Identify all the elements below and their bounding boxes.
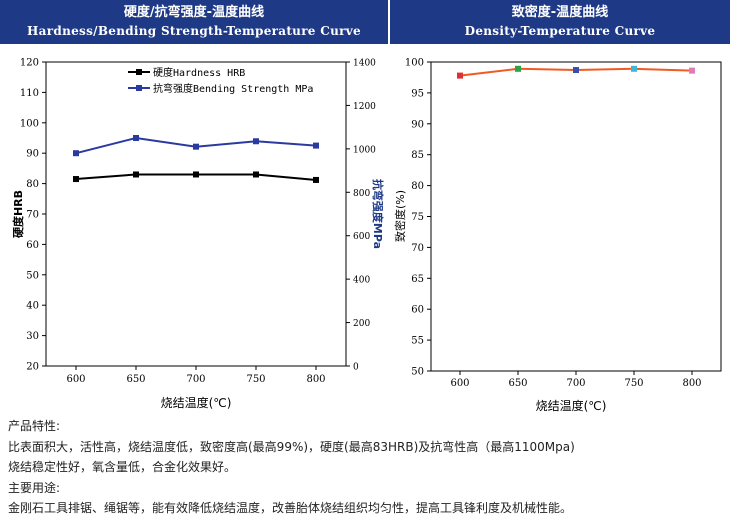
left-y2-axis: 0 200 400 600 800 1000 1200 1400 — [346, 59, 376, 373]
left-y2-tick-label: 1000 — [353, 145, 376, 155]
bending-point — [253, 138, 259, 145]
left-y2-tick-label: 200 — [353, 319, 370, 329]
left-y-tick-label: 20 — [26, 362, 39, 373]
bending-point — [313, 142, 319, 149]
left-x-tick-label: 700 — [186, 374, 205, 385]
left-y-tick-label: 100 — [20, 118, 39, 129]
bending-point — [73, 150, 79, 157]
right-y-tick-label: 95 — [411, 88, 424, 99]
left-x-tick-label: 800 — [306, 374, 325, 385]
left-x-axis: 600 650 700 750 800 — [66, 366, 326, 385]
left-y2-tick-label: 1400 — [353, 59, 376, 69]
density-point — [515, 65, 521, 72]
left-y-tick-label: 120 — [20, 58, 39, 69]
left-y-tick-label: 40 — [26, 301, 39, 312]
right-y-tick-label: 50 — [411, 367, 424, 378]
left-y-tick-label: 110 — [20, 88, 39, 99]
density-point — [631, 65, 637, 72]
right-x-axis-label: 烧结温度(℃) — [536, 398, 607, 413]
left-y2-tick-label: 400 — [353, 276, 370, 286]
density-point — [573, 67, 579, 74]
right-y-tick-label: 85 — [411, 150, 424, 161]
product-description: 产品特性: 比表面积大，活性高，烧结温度低，致密度高(最高99%)，硬度(最高8… — [8, 416, 723, 519]
left-plot-frame — [45, 61, 347, 367]
density-point — [689, 67, 695, 74]
hardness-point — [193, 171, 199, 178]
right-x-axis: 600 650 700 750 800 — [450, 371, 702, 389]
hardness-point — [133, 171, 139, 178]
left-y-tick-label: 70 — [26, 210, 39, 221]
uses-line-1: 金刚石工具排锯、绳锯等，能有效降低烧结温度，改善胎体烧结组织均匀性，提高工具锋利… — [8, 501, 573, 515]
left-chart-header: 硬度/抗弯强度-温度曲线 Hardness/Bending Strength-T… — [0, 0, 388, 44]
right-x-tick-label: 750 — [624, 378, 643, 389]
right-y-tick-label: 100 — [405, 58, 424, 69]
right-plot-frame — [430, 61, 722, 372]
uses-title: 主要用途: — [8, 480, 61, 495]
features-line-2: 烧结稳定性好，氧含量低，合金化效果好。 — [8, 460, 237, 474]
features-title: 产品特性: — [8, 419, 61, 433]
bending-point — [133, 135, 139, 141]
left-x-tick-label: 650 — [126, 374, 145, 385]
right-x-tick-label: 650 — [508, 378, 527, 389]
right-y-axis: 50 55 60 65 70 75 80 85 90 95 100 — [405, 58, 431, 378]
left-y2-tick-label: 600 — [353, 232, 370, 242]
right-chart-title-cn: 致密度-温度曲线 — [511, 5, 609, 20]
right-x-tick-label: 800 — [682, 378, 701, 389]
left-y-axis-label: 硬度HRB — [11, 190, 25, 238]
right-y-tick-label: 60 — [411, 305, 424, 316]
left-y-tick-label: 50 — [26, 270, 39, 281]
left-chart-title-en: Hardness/Bending Strength-Temperature Cu… — [27, 24, 361, 38]
right-y-tick-label: 70 — [411, 243, 424, 254]
hardness-bending-chart: 20 30 40 50 60 70 80 90 100 110 120 0 200 400 600 800 1… — [11, 58, 385, 411]
right-x-tick-label: 700 — [566, 378, 585, 389]
left-legend: 硬度Hardness HRB 抗弯强度Bending Strength MPa — [128, 66, 313, 95]
hardness-point — [253, 171, 259, 178]
left-y2-axis-label: 抗弯强度MPa — [371, 179, 385, 249]
density-point — [457, 72, 463, 79]
hardness-point — [313, 176, 319, 183]
left-y-tick-label: 80 — [26, 179, 39, 190]
left-x-tick-label: 750 — [246, 374, 265, 385]
right-y-tick-label: 55 — [411, 336, 424, 347]
right-y-tick-label: 90 — [411, 119, 424, 130]
left-series-group — [73, 135, 319, 183]
right-y-tick-label: 65 — [411, 274, 424, 285]
right-chart-header: 致密度-温度曲线 Density-Temperature Curve — [390, 0, 730, 44]
legend-bending-label: 抗弯强度Bending Strength MPa — [153, 82, 313, 95]
left-x-axis-label: 烧结温度(℃) — [161, 395, 232, 410]
right-y-axis-label: 致密度(%) — [393, 190, 407, 242]
legend-bending-marker — [136, 85, 142, 91]
left-y2-tick-label: 800 — [353, 189, 370, 199]
charts-canvas: 20 30 40 50 60 70 80 90 100 110 120 0 200 400 600 800 1… — [11, 58, 722, 413]
features-line-1: 比表面积大，活性高，烧结温度低，致密度高(最高99%)，硬度(最高83HRB)及… — [8, 439, 575, 454]
legend-hardness-label: 硬度Hardness HRB — [153, 66, 245, 79]
right-series-group — [457, 65, 695, 79]
left-y-tick-label: 30 — [26, 331, 39, 342]
left-chart-title-cn: 硬度/抗弯强度-温度曲线 — [123, 5, 265, 20]
legend-hardness-marker — [136, 69, 142, 75]
right-chart-title-en: Density-Temperature Curve — [464, 24, 656, 38]
left-x-tick-label: 600 — [66, 374, 85, 385]
bending-point — [193, 143, 199, 150]
right-y-tick-label: 80 — [411, 181, 424, 192]
hardness-point — [73, 176, 79, 183]
left-y2-tick-label: 1200 — [353, 102, 376, 112]
left-y-tick-label: 60 — [26, 240, 39, 251]
left-y-axis: 20 30 40 50 60 70 80 90 100 110 120 — [20, 58, 46, 373]
right-y-tick-label: 75 — [411, 212, 424, 223]
left-y-tick-label: 90 — [26, 149, 39, 160]
right-x-tick-label: 600 — [450, 378, 469, 389]
left-y2-tick-label: 0 — [353, 363, 359, 373]
